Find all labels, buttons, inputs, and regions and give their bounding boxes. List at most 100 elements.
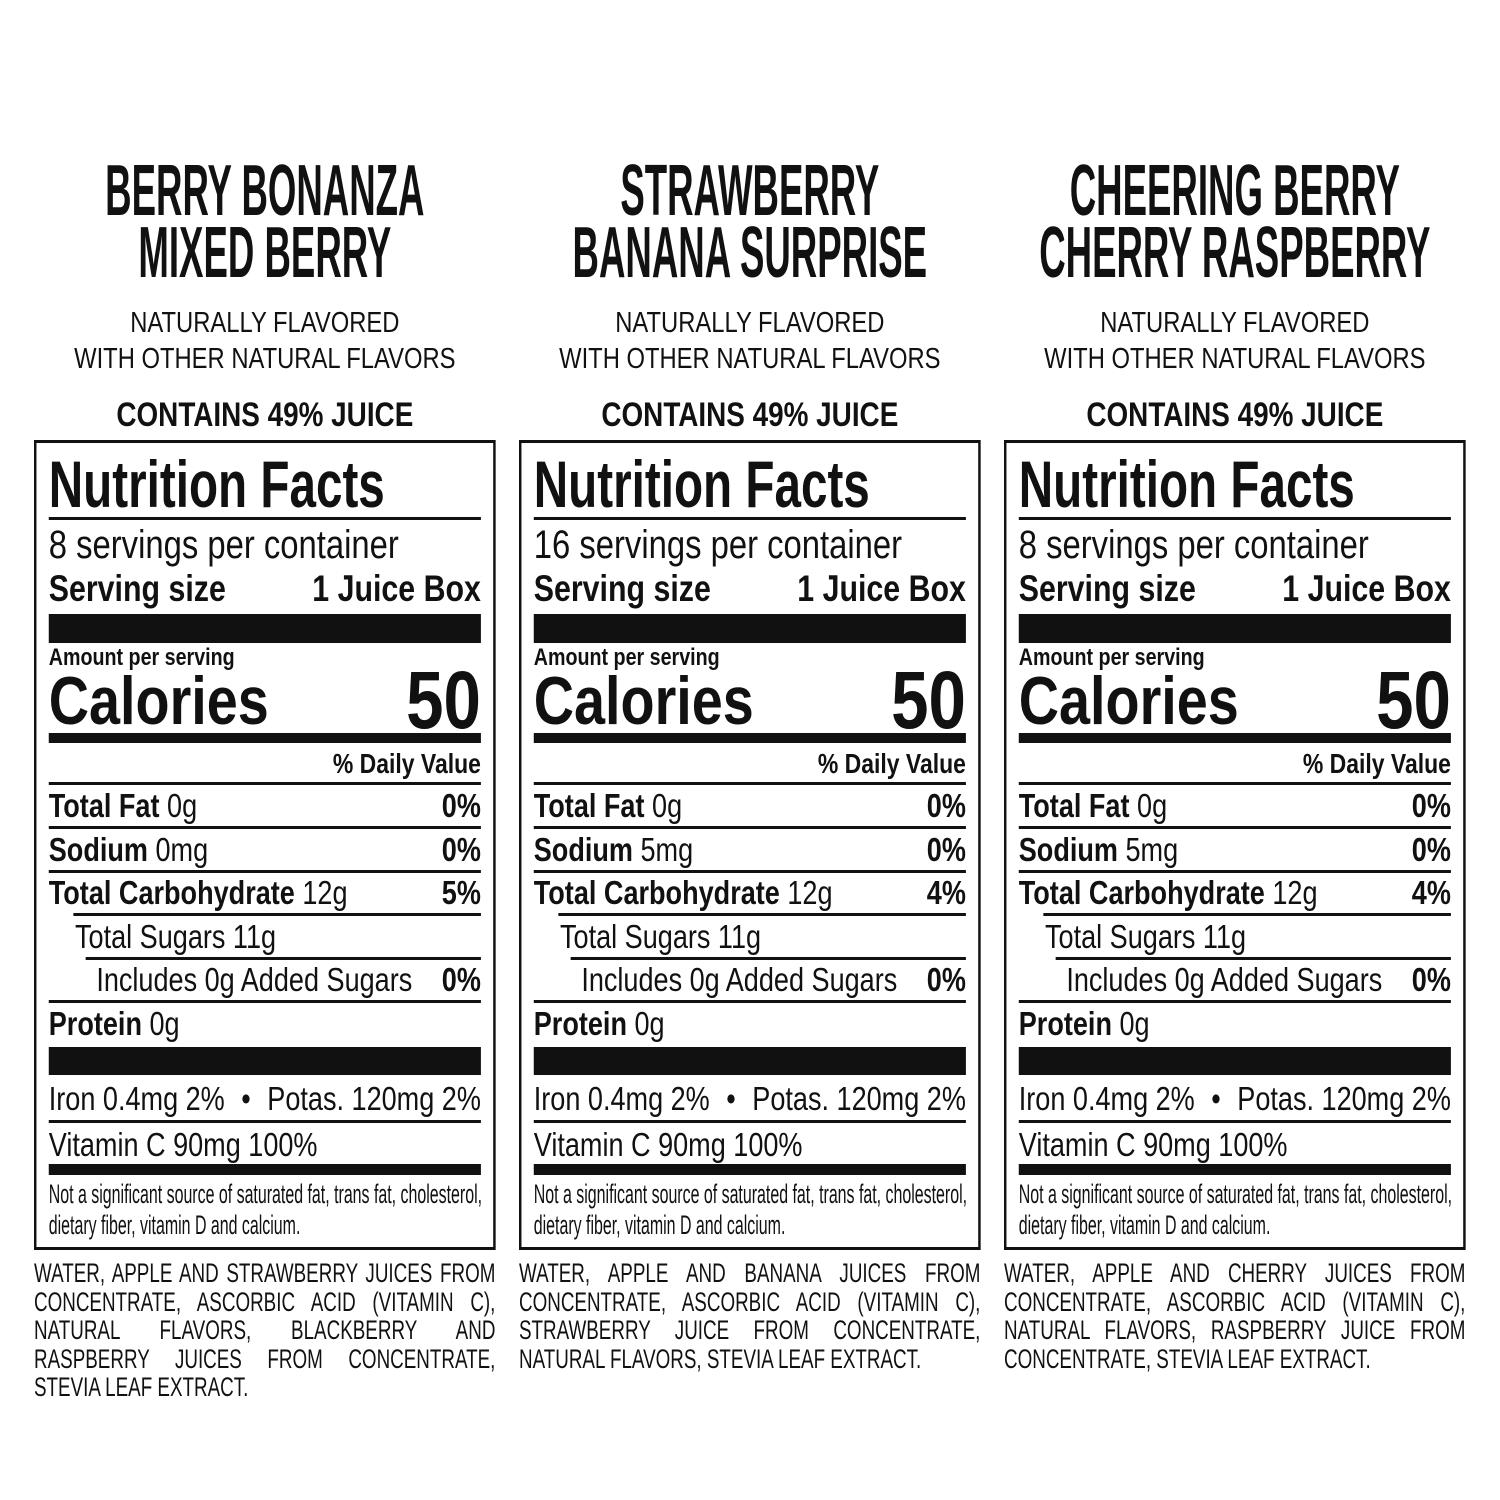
potassium-value: Potas. 120mg 2% — [752, 1080, 966, 1117]
nutrient-total-fat: Total Fat 0g 0% — [49, 788, 481, 824]
panel-heading: Nutrition Facts — [1018, 447, 1355, 521]
thick-divider — [48, 614, 481, 643]
divider — [1018, 870, 1451, 873]
nutrient-sugars: Total Sugars 11g — [1045, 918, 1247, 955]
divider — [73, 913, 481, 916]
nutrient-amount: 12g — [787, 874, 833, 911]
minerals-row: Iron 0.4mg 2% • Potas. 120mg 2% — [534, 1081, 966, 1117]
iron-value: Iron 0.4mg 2% — [1018, 1080, 1195, 1117]
ingredients-wrap: WATER, APPLE AND CHERRY JUICES FROM CONC… — [1004, 1259, 1466, 1373]
panel-heading-wrap: Nutrition Facts — [1019, 449, 1451, 519]
ingredients-wrap: WATER, APPLE AND BANANA JUICES FROM CONC… — [519, 1259, 981, 1373]
nutrient-sodium: Sodium 5mg 0% — [1019, 832, 1451, 868]
divider — [85, 957, 481, 960]
thick-divider — [1018, 1047, 1451, 1075]
divider — [1043, 913, 1451, 916]
footnote-wrap: Not a significant source of saturated fa… — [1019, 1179, 1452, 1243]
daily-value-header: % Daily Value — [817, 748, 966, 779]
divider — [533, 517, 966, 520]
calories-row: Calories 50 — [49, 655, 481, 746]
amount-per-serving: Amount per serving — [48, 644, 235, 671]
amount-row: Amount per serving — [534, 644, 966, 671]
thick-divider — [533, 1047, 966, 1075]
nutrient-label: Protein — [533, 1005, 627, 1042]
nutrient-label: Protein — [1018, 1005, 1112, 1042]
nutrient-sugars: Total Sugars 11g — [75, 918, 277, 955]
calories-row: Calories 50 — [1018, 655, 1451, 746]
divider — [533, 1120, 966, 1123]
minerals-row: Iron 0.4mg 2% • Potas. 120mg 2% — [1019, 1081, 1451, 1117]
nutrient-amount: 0g — [149, 1005, 180, 1042]
nutrient-label: Sodium — [533, 831, 633, 868]
nutrient-label: Total Fat — [533, 787, 645, 824]
flavor-statement: NATURALLY FLAVORED WITH OTHER NATURAL FLA… — [1004, 305, 1466, 377]
calories-value: 50 — [406, 655, 481, 746]
nutrient-dv: 5% — [441, 874, 481, 911]
nutrient-sugars: Total Sugars 11g — [560, 918, 762, 955]
nutrient-total-carbohydrate: Total Carbohydrate 12g 5% — [49, 875, 481, 911]
amount-row: Amount per serving — [49, 644, 481, 671]
product-title: CHEERING BERRY CHERRY RASPBERRY — [1004, 155, 1466, 290]
serving-size-row: Serving size 1 Juice Box — [49, 568, 481, 610]
panel-heading: Nutrition Facts — [48, 447, 385, 521]
nutrient-amount: 5mg — [1125, 831, 1179, 868]
title-text: CHEERING BERRY CHERRY RASPBERRY — [1004, 155, 1466, 289]
bullet: • — [726, 1080, 736, 1117]
nutrient-amount: 0g — [652, 787, 683, 824]
vitamin-row: Vitamin C 90mg 100% — [534, 1127, 966, 1163]
nutrient-total-sugars: Total Sugars 11g — [1019, 919, 1451, 955]
panel-heading: Nutrition Facts — [533, 447, 870, 521]
nutrient-total-fat: Total Fat 0g 0% — [534, 788, 966, 824]
calories-label: Calories — [1018, 663, 1239, 739]
flavor-line: WITH OTHER NATURAL FLAVORS — [74, 343, 456, 375]
nutrient-total-sugars: Total Sugars 11g — [49, 919, 481, 955]
nutrient-total-carbohydrate: Total Carbohydrate 12g 4% — [534, 875, 966, 911]
nutrient-dv: 0% — [441, 787, 481, 824]
flavor-line: WITH OTHER NATURAL FLAVORS — [1044, 343, 1426, 375]
thick-divider — [1018, 733, 1451, 743]
divider — [48, 782, 481, 785]
nutrient-added-sugars: Includes 0g Added Sugars 0% — [49, 962, 481, 998]
calories-value: 50 — [1376, 655, 1451, 746]
nutrient-label: Total Fat — [1018, 787, 1130, 824]
calories-label: Calories — [533, 663, 754, 739]
divider — [1018, 826, 1451, 829]
nutrient-total-fat: Total Fat 0g 0% — [1019, 788, 1451, 824]
iron-value: Iron 0.4mg 2% — [48, 1080, 225, 1117]
thick-divider — [1018, 614, 1451, 643]
serving-size-value: 1 Juice Box — [312, 568, 481, 609]
divider — [1018, 1000, 1451, 1003]
nutrient-added-sugars: Includes 0g Added Sugars 0% — [534, 962, 966, 998]
divider — [1018, 782, 1451, 785]
nutrient-label: Sodium — [48, 831, 148, 868]
nutrient-amount: 12g — [302, 874, 348, 911]
thick-divider — [533, 614, 966, 643]
iron-value: Iron 0.4mg 2% — [533, 1080, 710, 1117]
nutrient-protein: Protein 0g — [534, 1006, 966, 1042]
nutrient-dv: 4% — [1411, 874, 1451, 911]
nutrient-added-sugars: Includes 0g Added Sugars — [581, 961, 898, 998]
footnote-wrap: Not a significant source of saturated fa… — [48, 1179, 483, 1243]
nutrient-amount: 0g — [167, 787, 198, 824]
divider — [558, 913, 966, 916]
nutrient-dv: 0% — [441, 831, 481, 868]
bullet: • — [1211, 1080, 1221, 1117]
nutrient-label: Total Carbohydrate — [533, 874, 780, 911]
vitamin-c-value: Vitamin C 90mg 100% — [1018, 1126, 1288, 1163]
juice-content: CONTAINS 49% JUICE — [601, 396, 899, 434]
vitamin-row: Vitamin C 90mg 100% — [1019, 1127, 1451, 1163]
potassium-value: Potas. 120mg 2% — [267, 1080, 481, 1117]
divider — [48, 517, 481, 520]
nutrient-amount: 0g — [1119, 1005, 1150, 1042]
juice-content: CONTAINS 49% JUICE — [116, 396, 414, 434]
ingredients-list: WATER, APPLE AND BANANA JUICES FROM CONC… — [519, 1258, 981, 1374]
servings-row: 16 servings per container — [534, 523, 966, 567]
nutrient-label: Protein — [48, 1005, 142, 1042]
footnote: Not a significant source of saturated fa… — [48, 1179, 483, 1240]
nutrient-label: Total Fat — [48, 787, 160, 824]
nutrient-dv: 0% — [1411, 831, 1451, 868]
serving-size-row: Serving size 1 Juice Box — [1019, 568, 1451, 610]
footnote-wrap: Not a significant source of saturated fa… — [533, 1179, 968, 1243]
divider — [48, 1120, 481, 1123]
footnote: Not a significant source of saturated fa… — [533, 1179, 968, 1240]
